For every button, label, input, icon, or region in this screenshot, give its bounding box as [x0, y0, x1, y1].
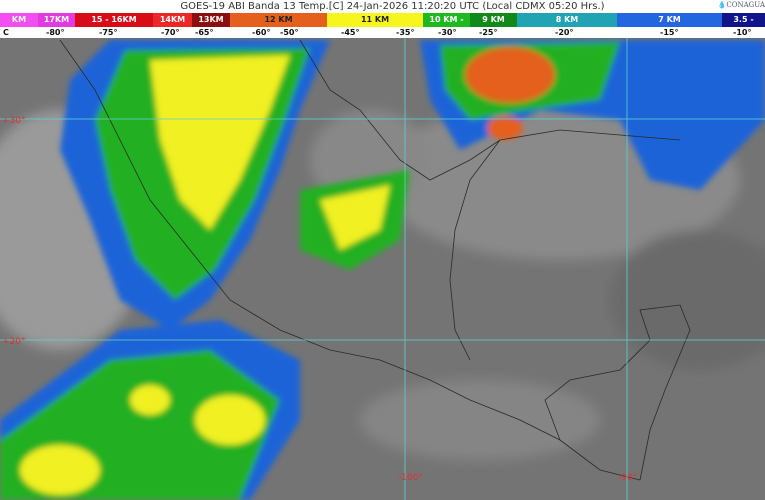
- scale-segment: 12 KM: [230, 13, 327, 27]
- scale-segment: 17KM: [38, 13, 75, 27]
- temp-label: -50°: [280, 28, 299, 37]
- scale-segment: 9 KM: [470, 13, 517, 27]
- scale-segment: 15 - 16KM: [75, 13, 153, 27]
- temp-label: -70°: [161, 28, 180, 37]
- logo-text: CONAGUA: [726, 1, 765, 9]
- temperature-scale: C -80° -75° -70° -65° -60° -50° -45° -35…: [0, 27, 765, 38]
- lon-label: -100°: [398, 473, 423, 483]
- scale-segment: 7 KM: [617, 13, 722, 27]
- image-title: GOES-19 ABI Banda 13 Temp.[C] 24-Jan-202…: [180, 1, 605, 12]
- scale-segment: 11 KM: [327, 13, 423, 27]
- graticule: [0, 38, 765, 500]
- temp-label: -20°: [555, 28, 574, 37]
- satellite-map: +30° +20° -100° -90°: [0, 38, 765, 500]
- coastlines: [59, 39, 691, 481]
- scale-segment: KM: [0, 13, 38, 27]
- lat-label: +20°: [2, 337, 26, 347]
- scale-segment: 10 KM -: [423, 13, 470, 27]
- lat-label: +30°: [2, 116, 26, 126]
- temp-label: -10°: [733, 28, 752, 37]
- altitude-color-scale: KM 17KM 15 - 16KM 14KM 13KM 12 KM 11 KM …: [0, 13, 765, 27]
- temp-label: -65°: [195, 28, 214, 37]
- lon-label: -90°: [618, 473, 637, 483]
- temp-label: -35°: [396, 28, 415, 37]
- temp-label: C: [3, 28, 9, 37]
- temp-label: -80°: [46, 28, 65, 37]
- temp-label: -25°: [479, 28, 498, 37]
- cloud-tops: [0, 40, 765, 500]
- conagua-logo: 💧CONAGUA: [718, 1, 765, 9]
- scale-segment: 13KM: [192, 13, 230, 27]
- temp-label: -45°: [341, 28, 360, 37]
- temp-label: -60°: [252, 28, 271, 37]
- scale-segment: 3.5 -: [722, 13, 765, 27]
- scale-segment: 8 KM: [517, 13, 617, 27]
- temp-label: -75°: [99, 28, 118, 37]
- temp-label: -30°: [438, 28, 457, 37]
- temp-label: -15°: [660, 28, 679, 37]
- water-drop-icon: 💧: [717, 1, 727, 9]
- scale-segment: 14KM: [153, 13, 192, 27]
